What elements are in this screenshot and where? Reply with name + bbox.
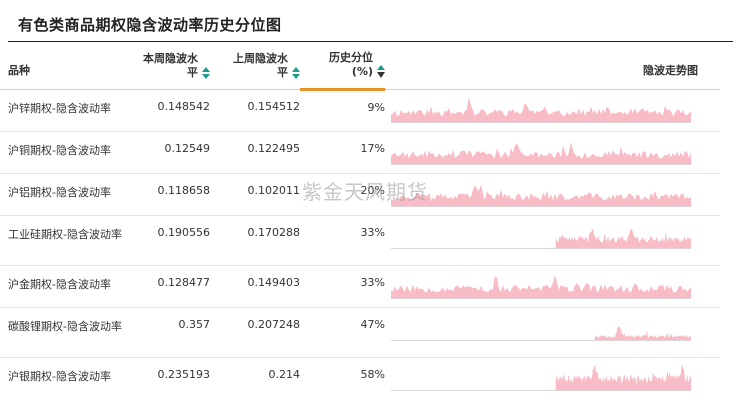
row-sparkline: [385, 356, 720, 399]
col-header-previous-iv[interactable]: 上周隐波水平: [210, 42, 300, 89]
sparkline-chart: [391, 364, 691, 391]
row-sparkline: [385, 264, 720, 307]
col-header-previous-iv-label1: 上周隐波水: [233, 51, 288, 65]
row-previous-iv: 0.207248: [210, 306, 300, 357]
sparkline-area: [594, 326, 691, 340]
row-percentile: 47%: [300, 306, 385, 357]
table-row: 沪铝期权-隐含波动率 0.118658 0.102011 20%: [0, 172, 720, 215]
col-header-previous-iv-label2: 平: [277, 65, 288, 79]
table-row: 沪锌期权-隐含波动率 0.148542 0.154512 9%: [0, 88, 720, 131]
row-current-iv: 0.12549: [125, 130, 210, 173]
row-percentile: 33%: [300, 264, 385, 307]
row-name: 沪金期权-隐含波动率: [0, 264, 125, 307]
page-title: 有色类商品期权隐含波动率历史分位图: [18, 16, 282, 34]
row-sparkline: [385, 130, 720, 173]
row-previous-iv: 0.214: [210, 356, 300, 399]
col-header-percentile-label2: (%): [351, 64, 373, 78]
row-name: 工业硅期权-隐含波动率: [0, 214, 125, 265]
table-row: 碳酸锂期权-隐含波动率 0.357 0.207248 47%: [0, 306, 720, 357]
col-header-name: 品种: [8, 63, 30, 77]
row-sparkline: [385, 88, 720, 131]
col-header-percentile-label1: 历史分位: [329, 50, 373, 64]
title-divider: [8, 41, 733, 42]
row-current-iv: 0.357: [125, 306, 210, 357]
table-row: 沪铜期权-隐含波动率 0.12549 0.122495 17%: [0, 130, 720, 173]
sparkline-area: [391, 142, 691, 164]
row-sparkline: [385, 214, 720, 265]
sparkline-chart: [391, 142, 691, 165]
row-sparkline: [385, 172, 720, 215]
sparkline-chart: [391, 326, 691, 341]
row-current-iv: 0.118658: [125, 172, 210, 215]
volatility-table: 品种 本周隐波水平 上周隐波水平 历史分位 (%) 隐波走势图: [0, 42, 720, 399]
row-percentile: 9%: [300, 88, 385, 131]
col-header-current-iv-label2: 平: [187, 65, 198, 79]
sparkline-area: [391, 274, 691, 298]
row-percentile: 17%: [300, 130, 385, 173]
col-header-current-iv-label1: 本周隐波水: [143, 51, 198, 65]
row-current-iv: 0.148542: [125, 88, 210, 131]
row-name: 沪铜期权-隐含波动率: [0, 130, 125, 173]
sparkline-chart: [391, 274, 691, 299]
row-current-iv: 0.235193: [125, 356, 210, 399]
row-previous-iv: 0.170288: [210, 214, 300, 265]
sort-desc-icon[interactable]: [377, 64, 385, 78]
sparkline-area: [555, 227, 691, 248]
sparkline-chart: [391, 183, 691, 207]
table-header-row: 品种 本周隐波水平 上周隐波水平 历史分位 (%) 隐波走势图: [0, 42, 720, 91]
row-previous-iv: 0.122495: [210, 130, 300, 173]
row-previous-iv: 0.154512: [210, 88, 300, 131]
sort-arrows-icon[interactable]: [202, 66, 210, 79]
table-row: 工业硅期权-隐含波动率 0.190556 0.170288 33%: [0, 214, 720, 265]
row-sparkline: [385, 306, 720, 357]
row-percentile: 20%: [300, 172, 385, 215]
row-current-iv: 0.128477: [125, 264, 210, 307]
sparkline-area: [391, 98, 691, 122]
table-row: 沪金期权-隐含波动率 0.128477 0.149403 33%: [0, 264, 720, 307]
sparkline-chart: [391, 98, 691, 123]
row-current-iv: 0.190556: [125, 214, 210, 265]
row-name: 沪铝期权-隐含波动率: [0, 172, 125, 215]
sparkline-chart: [391, 227, 691, 249]
row-percentile: 58%: [300, 356, 385, 399]
row-name: 碳酸锂期权-隐含波动率: [0, 306, 125, 357]
col-header-sparkline: 隐波走势图: [643, 63, 698, 77]
col-header-current-iv[interactable]: 本周隐波水平: [125, 42, 210, 89]
row-name: 沪银期权-隐含波动率: [0, 356, 125, 399]
sparkline-area: [555, 364, 691, 390]
row-previous-iv: 0.149403: [210, 264, 300, 307]
row-previous-iv: 0.102011: [210, 172, 300, 215]
sparkline-area: [391, 183, 691, 206]
table-row: 沪银期权-隐含波动率 0.235193 0.214 58%: [0, 356, 720, 399]
col-header-percentile[interactable]: 历史分位 (%): [300, 42, 385, 91]
row-percentile: 33%: [300, 214, 385, 265]
row-name: 沪锌期权-隐含波动率: [0, 88, 125, 131]
sort-arrows-icon[interactable]: [292, 66, 300, 79]
